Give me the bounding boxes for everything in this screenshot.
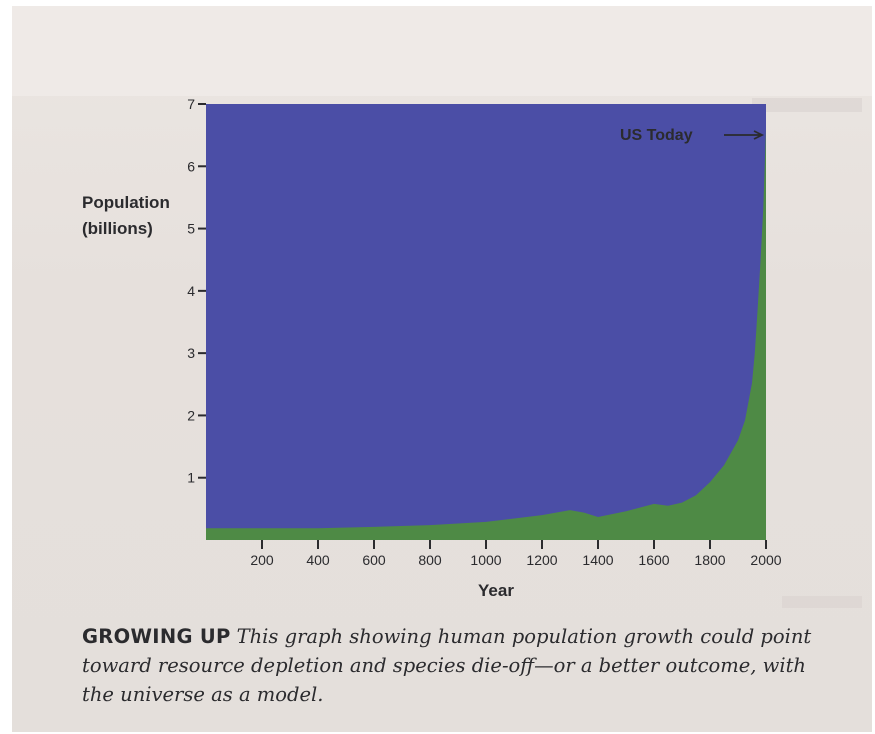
x-tick-label: 1800 bbox=[694, 552, 725, 568]
y-tick-label: 1 bbox=[187, 470, 195, 486]
x-tick-label: 2000 bbox=[750, 552, 781, 568]
y-tick-label: 5 bbox=[187, 221, 195, 237]
arrow-right-icon bbox=[724, 130, 765, 140]
x-tick-label: 800 bbox=[418, 552, 442, 568]
plot-background bbox=[206, 104, 766, 540]
bleed-through-text bbox=[752, 98, 862, 112]
y-axis-label-line-1: Population bbox=[82, 193, 170, 212]
x-tick-label: 600 bbox=[362, 552, 386, 568]
y-axis-label-line-2: (billions) bbox=[82, 219, 153, 238]
y-tick-label: 2 bbox=[187, 407, 195, 423]
y-tick-label: 3 bbox=[187, 345, 195, 361]
population-area bbox=[206, 128, 766, 540]
x-tick-label: 1400 bbox=[582, 552, 613, 568]
x-tick-label: 1000 bbox=[470, 552, 501, 568]
y-tick-label: 6 bbox=[187, 158, 195, 174]
us-today-annotation: US Today bbox=[620, 127, 693, 144]
caption-lead: GROWING UP bbox=[82, 625, 231, 648]
x-axis-ticks: 200 400 600 800 1000 1200 1400 1600 1800 2000 bbox=[250, 540, 782, 568]
y-tick-label: 4 bbox=[187, 283, 195, 299]
y-tick-label: 7 bbox=[187, 96, 195, 112]
bleed-through-text bbox=[782, 596, 862, 608]
caption-text: This graph showing human population grow… bbox=[82, 625, 812, 706]
figure-caption: GROWING UP This graph showing human popul… bbox=[82, 622, 822, 709]
x-tick-label: 200 bbox=[250, 552, 274, 568]
x-axis-label: Year bbox=[478, 581, 514, 600]
y-axis-ticks: 1 2 3 4 5 6 7 bbox=[187, 96, 206, 486]
x-tick-label: 1200 bbox=[526, 552, 557, 568]
x-tick-label: 1600 bbox=[638, 552, 669, 568]
x-tick-label: 400 bbox=[306, 552, 330, 568]
